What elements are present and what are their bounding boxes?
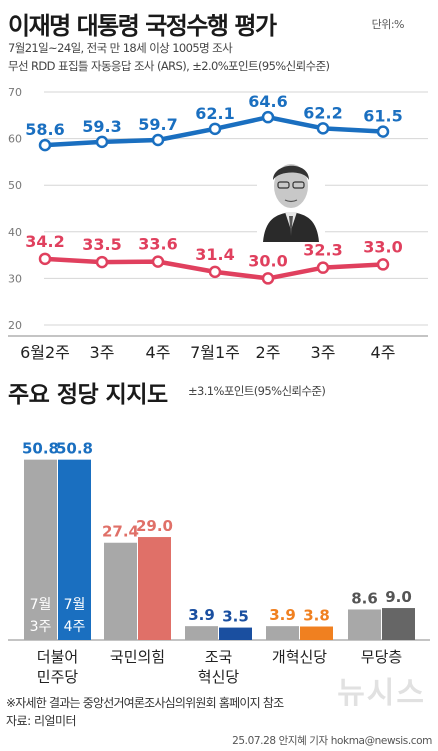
data-point bbox=[261, 272, 275, 285]
bar bbox=[138, 537, 171, 640]
period-label: 7월 bbox=[30, 597, 52, 613]
x-tick-label: 4주 bbox=[371, 343, 396, 362]
period-label: 4주 bbox=[64, 619, 86, 635]
data-label: 59.7 bbox=[138, 115, 177, 134]
x-tick-label: 4주 bbox=[146, 343, 171, 362]
bar-value-label: 3.9 bbox=[269, 606, 296, 624]
bar-value-label: 8.6 bbox=[351, 589, 378, 607]
data-point bbox=[38, 252, 52, 266]
data-point bbox=[208, 265, 222, 279]
y-tick-label: 40 bbox=[8, 226, 22, 239]
bar-value-label: 3.9 bbox=[188, 606, 215, 624]
credit-line: 25.07.28 안지혜 기자 hokma@newsis.com bbox=[232, 735, 432, 747]
data-label: 59.3 bbox=[82, 117, 121, 136]
category-label: 민주당 bbox=[37, 668, 79, 686]
x-tick-label: 3주 bbox=[90, 343, 115, 362]
bar-value-label: 3.5 bbox=[222, 608, 249, 626]
data-label: 61.5 bbox=[363, 107, 402, 126]
footnote: ※자세한 결과는 중앙선거여론조사심의위원회 홈페이지 참조 bbox=[6, 696, 284, 710]
bar-value-label: 27.4 bbox=[102, 523, 139, 541]
data-label: 34.2 bbox=[25, 232, 64, 251]
data-label: 33.0 bbox=[363, 237, 402, 256]
data-point bbox=[208, 122, 222, 136]
bar-value-label: 3.8 bbox=[303, 607, 330, 625]
data-label: 62.2 bbox=[303, 103, 342, 122]
data-label: 30.0 bbox=[248, 251, 287, 270]
bar bbox=[348, 609, 381, 640]
source-note: 자료: 리얼미터 bbox=[6, 714, 77, 728]
y-tick-label: 70 bbox=[8, 86, 22, 99]
party-support-margin: ±3.1%포인트(95%신뢰수준) bbox=[188, 384, 326, 398]
bar-value-label: 9.0 bbox=[385, 588, 412, 606]
category-label: 개혁신당 bbox=[272, 648, 327, 666]
period-label: 3주 bbox=[30, 619, 52, 635]
y-tick-label: 50 bbox=[8, 179, 22, 192]
bar bbox=[219, 627, 252, 640]
x-tick-label: 7월1주 bbox=[190, 343, 240, 362]
data-label: 58.6 bbox=[25, 120, 64, 139]
bar bbox=[58, 459, 91, 640]
data-point bbox=[261, 110, 275, 124]
data-point bbox=[38, 138, 52, 152]
data-point bbox=[151, 133, 165, 147]
data-label: 62.1 bbox=[195, 104, 234, 123]
y-tick-label: 20 bbox=[8, 319, 22, 332]
data-point bbox=[316, 122, 330, 135]
chart-title: 이재명 대통령 국정수행 평가 bbox=[8, 12, 277, 40]
category-label: 조국 bbox=[205, 648, 233, 666]
president-portrait bbox=[257, 150, 325, 242]
data-label: 64.6 bbox=[248, 92, 287, 111]
period-label: 7월 bbox=[64, 597, 86, 613]
bar-value-label: 50.8 bbox=[22, 440, 59, 458]
watermark-logo: 뉴시스 bbox=[337, 676, 426, 711]
category-label: 무당층 bbox=[361, 648, 402, 666]
bar bbox=[266, 626, 299, 640]
bar bbox=[185, 626, 218, 640]
bar-value-label: 29.0 bbox=[136, 517, 173, 535]
bar-value-label: 50.8 bbox=[56, 440, 93, 458]
y-tick-label: 30 bbox=[8, 272, 22, 285]
bar bbox=[24, 459, 57, 640]
method-info: 무선 RDD 표집틀 자동응답 조사 (ARS), ±2.0%포인트(95%신뢰… bbox=[8, 59, 330, 73]
bar bbox=[382, 608, 415, 640]
y-tick-label: 60 bbox=[8, 133, 22, 146]
approval-line-chart: 70 60 50 40 30 20 58.6 59.3 59.7 62.1 64.6 62.2 61.5… bbox=[8, 86, 428, 362]
bar bbox=[300, 626, 333, 640]
data-point bbox=[376, 125, 390, 138]
x-tick-label: 3주 bbox=[311, 343, 336, 362]
unit-label: 단위:% bbox=[371, 18, 405, 31]
x-tick-label: 2주 bbox=[256, 343, 281, 362]
data-label: 33.5 bbox=[82, 235, 121, 254]
data-point bbox=[316, 261, 330, 274]
party-support-title: 주요 정당 지지도 bbox=[8, 382, 168, 408]
data-point bbox=[95, 135, 109, 149]
data-label: 33.6 bbox=[138, 235, 177, 254]
category-label: 혁신당 bbox=[198, 668, 240, 686]
survey-info: 7월21일~24일, 전국 만 18세 이상 1005명 조사 bbox=[8, 41, 233, 55]
data-point bbox=[95, 255, 109, 269]
data-label: 31.4 bbox=[195, 245, 234, 264]
data-point bbox=[376, 258, 390, 271]
data-label: 32.3 bbox=[303, 241, 342, 260]
data-point bbox=[151, 255, 165, 268]
category-label: 더불어 bbox=[37, 648, 78, 666]
bar bbox=[104, 542, 137, 640]
category-label: 국민의힘 bbox=[110, 648, 165, 666]
x-tick-label: 6월2주 bbox=[20, 343, 70, 362]
